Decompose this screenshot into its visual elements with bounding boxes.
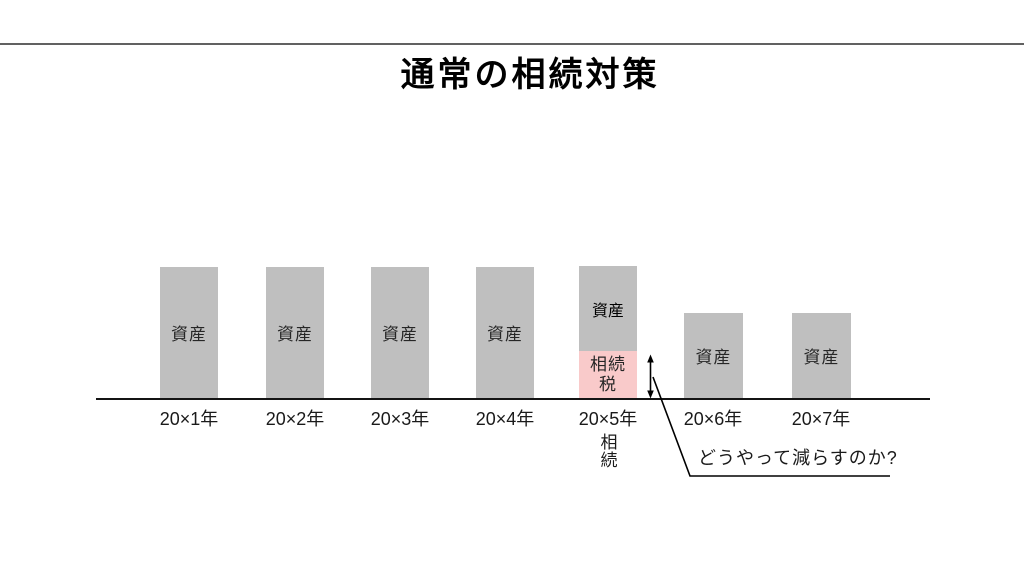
asset-segment-label: 資産 bbox=[487, 325, 523, 344]
asset-segment: 資産 bbox=[579, 266, 637, 351]
slide-title: 通常の相続対策 bbox=[400, 56, 660, 94]
asset-segment-label: 資産 bbox=[591, 302, 624, 320]
tax-range-arrow-icon bbox=[647, 354, 654, 399]
axis-baseline bbox=[96, 398, 930, 400]
inheritance-event-label: 相続 bbox=[600, 433, 618, 470]
year-label-20x6: 20×6年 bbox=[683, 409, 743, 429]
year-label-20x4: 20×4年 bbox=[475, 409, 535, 429]
asset-segment-label: 資産 bbox=[382, 325, 418, 344]
asset-bar-20x7: 資産 bbox=[792, 313, 851, 398]
year-label-20x1: 20×1年 bbox=[159, 409, 219, 429]
year-label-20x7: 20×7年 bbox=[791, 409, 851, 429]
top-divider-line bbox=[0, 43, 1024, 45]
asset-bar-20x6: 資産 bbox=[684, 313, 743, 398]
asset-segment-label: 資産 bbox=[695, 348, 732, 367]
asset-bar-20x3: 資産 bbox=[371, 267, 429, 398]
asset-segment-label: 資産 bbox=[277, 325, 313, 344]
asset-bar-20x5: 資産 相続税 bbox=[579, 266, 637, 398]
tax-segment-label: 相続税 bbox=[590, 354, 626, 394]
asset-segment-label: 資産 bbox=[171, 325, 207, 344]
year-label-20x5: 20×5年 bbox=[578, 409, 638, 429]
asset-segment-label: 資産 bbox=[803, 348, 840, 367]
inheritance-tax-segment: 相続税 bbox=[579, 351, 637, 398]
year-label-20x3: 20×3年 bbox=[370, 409, 430, 429]
asset-bar-20x4: 資産 bbox=[476, 267, 534, 398]
asset-bar-20x1: 資産 bbox=[160, 267, 218, 398]
year-label-20x2: 20×2年 bbox=[265, 409, 325, 429]
callout-text: どうやって減らすのか? bbox=[698, 448, 898, 468]
asset-bar-20x2: 資産 bbox=[266, 267, 324, 398]
